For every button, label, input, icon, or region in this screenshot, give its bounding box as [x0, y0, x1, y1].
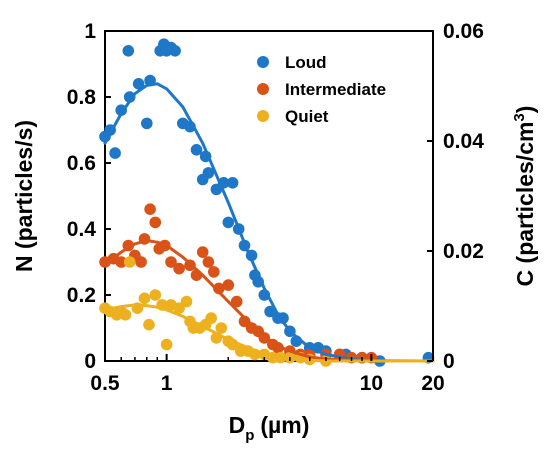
data-point-loud [169, 45, 181, 57]
y-left-tick-label: 1 [84, 20, 96, 43]
data-point-intermediate [222, 279, 235, 291]
data-point-intermediate [165, 256, 177, 268]
x-tick-label: 10 [360, 372, 383, 395]
y-right-tick-label: 0.04 [443, 130, 484, 153]
data-point-intermediate [173, 262, 185, 275]
y-axis-left-title: N (particles/s) [11, 120, 37, 272]
legend-marker-loud [257, 56, 269, 68]
data-point-intermediate [213, 282, 225, 295]
data-point-loud [122, 45, 135, 57]
y-right-tick-label: 0.06 [443, 20, 484, 43]
data-point-intermediate [208, 266, 220, 278]
data-point-loud [226, 177, 239, 189]
y-left-tick-label: 0.6 [67, 152, 96, 175]
data-point-intermediate [230, 295, 243, 308]
legend-label-loud: Loud [285, 53, 327, 72]
data-point-intermediate [196, 246, 209, 258]
data-point-quiet [173, 302, 185, 315]
x-axis-title-main: D [229, 412, 246, 438]
legend-marker-intermediate [257, 83, 269, 95]
data-point-quiet [119, 309, 132, 321]
series-layer [99, 38, 435, 367]
y-left-tick-label: 0.8 [67, 86, 97, 109]
data-point-intermediate [115, 256, 127, 268]
data-point-quiet [205, 312, 217, 324]
data-point-loud [109, 147, 121, 159]
legend-marker-quiet [257, 110, 269, 122]
x-axis-title: Dp (µm) [229, 412, 310, 444]
y-axis-right-title-close: ) [512, 106, 538, 114]
x-tick-label: 20 [421, 372, 444, 395]
legend: Loud Intermediate Quiet [257, 53, 386, 126]
data-point-loud [222, 216, 235, 229]
fit-line-quiet [103, 303, 435, 363]
x-axis-title-subscript: p [245, 427, 254, 444]
data-point-quiet [149, 289, 162, 301]
data-point-quiet [143, 318, 155, 331]
x-axis-title-unit: (µm) [260, 412, 309, 438]
y-axis-right-title: C (particles/cm3) [511, 106, 538, 287]
y-left-tick-label: 0.4 [67, 218, 97, 241]
data-point-intermediate [135, 256, 147, 268]
data-point-quiet [215, 322, 228, 334]
data-point-loud [202, 167, 215, 179]
data-point-quiet [160, 338, 173, 351]
data-point-quiet [138, 292, 151, 305]
legend-label-quiet: Quiet [285, 107, 329, 126]
data-point-loud [264, 305, 276, 318]
data-point-intermediate [144, 203, 156, 215]
data-point-quiet [123, 256, 136, 268]
y-right-tick-label: 0.02 [443, 240, 484, 263]
y-axis-right-title-superscript: 3 [511, 113, 528, 121]
y-axis-right-title-main: C (particles/cm [512, 122, 538, 287]
y-left-tick-label: 0.2 [67, 284, 96, 307]
y-right-tick-label: 0 [443, 350, 455, 373]
data-point-intermediate [202, 256, 215, 268]
legend-label-intermediate: Intermediate [285, 80, 386, 99]
data-point-loud [123, 91, 136, 103]
x-tick-label: 0.5 [90, 372, 120, 395]
x-tick-label: 1 [161, 372, 173, 395]
data-point-loud [132, 78, 145, 90]
data-point-loud [190, 144, 203, 156]
fit-line-intermediate [103, 239, 435, 363]
data-point-loud [141, 117, 153, 130]
y-left-tick-label: 0 [84, 350, 96, 373]
fit-line-loud [103, 82, 435, 363]
data-point-quiet [180, 295, 193, 308]
data-point-intermediate [149, 216, 162, 229]
